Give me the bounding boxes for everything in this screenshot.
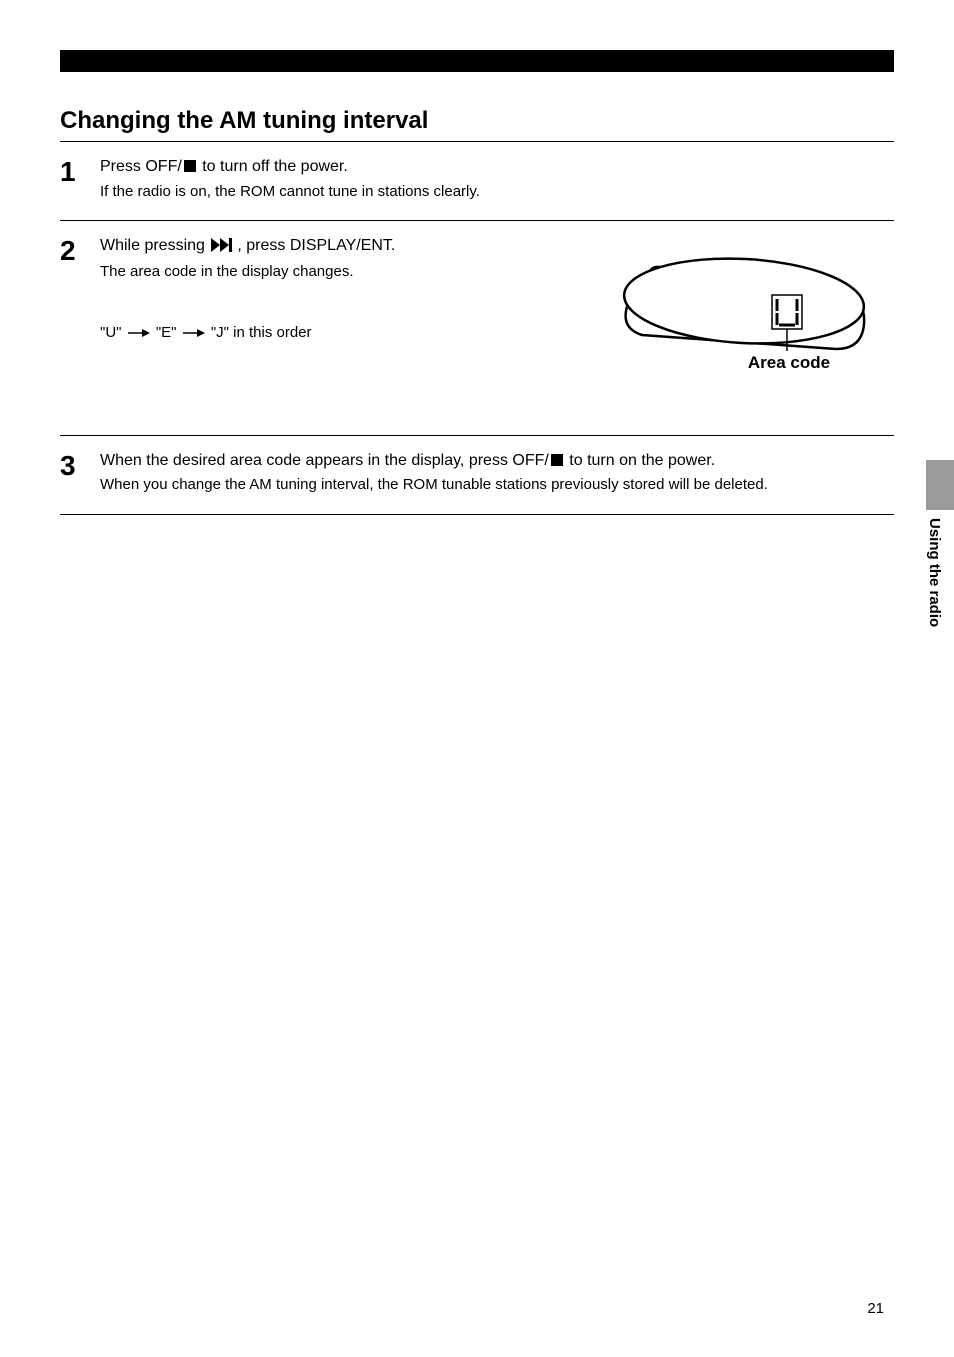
step-number: 2 bbox=[60, 235, 100, 421]
side-tab-label: Using the radio bbox=[926, 518, 948, 627]
side-tab-marker bbox=[926, 460, 954, 510]
step-body: When the desired area code appears in th… bbox=[100, 450, 894, 500]
steps-list: 1 Press OFF/ to turn off the power. If t… bbox=[60, 142, 894, 515]
arrow-right-icon bbox=[183, 324, 205, 344]
arrow-right-icon bbox=[128, 324, 150, 344]
section-title: Changing the AM tuning interval bbox=[60, 107, 894, 135]
step-text: "U" bbox=[100, 324, 126, 341]
step-note: When you change the AM tuning interval, … bbox=[100, 475, 894, 495]
step-text: "J" in this order bbox=[207, 324, 312, 341]
step-text: , press DISPLAY/ENT. bbox=[237, 237, 395, 254]
step-note: The area code in the display changes. bbox=[100, 262, 520, 282]
step-body: While pressing , press DISPLAY/ENT. The … bbox=[100, 235, 520, 421]
stop-icon bbox=[551, 454, 563, 466]
next-track-icon bbox=[211, 237, 235, 259]
step-note: If the radio is on, the ROM cannot tune … bbox=[100, 182, 894, 202]
step-text: to turn off the power. bbox=[198, 158, 348, 175]
page-number: 21 bbox=[867, 1300, 884, 1317]
step-number: 3 bbox=[60, 450, 100, 500]
step-text: While pressing bbox=[100, 237, 209, 254]
step-row: 3 When the desired area code appears in … bbox=[60, 436, 894, 515]
step-text: "E" bbox=[152, 324, 181, 341]
stop-icon bbox=[184, 160, 196, 172]
step-row: 2 While pressing , press DISPLAY/ENT. Th… bbox=[60, 221, 894, 436]
step-text: to turn on the power. bbox=[565, 452, 715, 469]
step-body: Press OFF/ to turn off the power. If the… bbox=[100, 156, 894, 206]
step-number: 1 bbox=[60, 156, 100, 206]
radio-display-diagram: Area code bbox=[614, 231, 874, 401]
step-row: 1 Press OFF/ to turn off the power. If t… bbox=[60, 142, 894, 221]
side-tab: Using the radio bbox=[926, 460, 954, 660]
step-text: Press OFF/ bbox=[100, 158, 182, 175]
header-black-bar bbox=[60, 50, 894, 72]
step-text: When the desired area code appears in th… bbox=[100, 452, 549, 469]
area-code-label: Area code bbox=[734, 353, 844, 373]
